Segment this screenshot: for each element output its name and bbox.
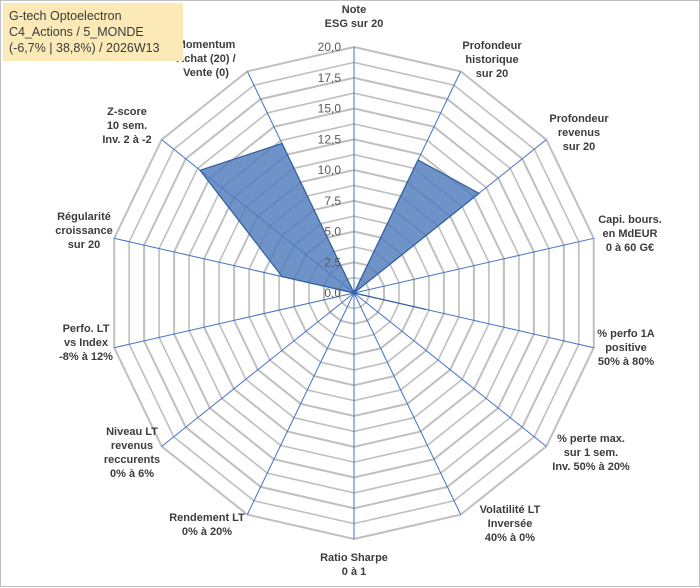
axis-spoke <box>114 292 355 349</box>
axis-spoke <box>353 237 594 294</box>
radial-tick-label: 17,5 <box>318 71 342 85</box>
data-series-area <box>199 142 481 310</box>
title-line-2: C4_Actions / 5_MONDE <box>9 25 144 39</box>
axis-label: Profondeur historique sur 20 <box>462 40 522 80</box>
radial-tick-label: 0,0 <box>324 286 341 300</box>
axis-label: Régularité croissance sur 20 <box>55 211 112 251</box>
axis-spoke <box>246 292 355 515</box>
axis-spoke <box>353 292 547 447</box>
axis-label: % perte max. sur 1 sem. Inv. 50% à 20% <box>552 433 630 473</box>
axis-label: Niveau LT revenus reccurents 0% à 6% <box>104 426 160 480</box>
axis-label: Ratio Sharpe 0 à 1 <box>320 552 388 578</box>
radial-tick-label: 15,0 <box>318 102 342 116</box>
radial-tick-label: 2,5 <box>324 255 341 269</box>
axis-spoke <box>161 292 355 447</box>
axis-spoke <box>353 292 462 515</box>
axis-label: Profondeur revenus sur 20 <box>549 113 609 153</box>
axis-label: % perfo 1A positive 50% à 80% <box>597 328 655 368</box>
radial-tick-label: 20,0 <box>318 40 342 54</box>
axis-label: Note ESG sur 20 <box>325 4 384 30</box>
radial-tick-label: 7,5 <box>324 194 341 208</box>
radial-tick-label: 12,5 <box>318 132 342 146</box>
radial-tick-label: 10,0 <box>318 163 342 177</box>
axis-label: Momentum Achat (20) / Vente (0) <box>176 39 235 79</box>
title-line-1: G-tech Optoelectron <box>9 9 122 23</box>
axis-label: Capi. bours. en MdEUR 0 à 60 G€ <box>598 214 662 254</box>
axis-label: Z-score 10 sem. Inv. 2 à -2 <box>102 106 151 146</box>
radial-tick-label: 5,0 <box>324 225 341 239</box>
axis-label: Perfo. LT vs Index -8% à 12% <box>59 323 113 363</box>
chart-title-box: G-tech Optoelectron C4_Actions / 5_MONDE… <box>3 3 183 61</box>
axis-label: Volatilité LT Inversée 40% à 0% <box>480 504 541 544</box>
axis-label: Rendement LT 0% à 20% <box>169 512 245 538</box>
title-line-3: (-6,7% | 38,8%) / 2026W13 <box>9 41 160 55</box>
